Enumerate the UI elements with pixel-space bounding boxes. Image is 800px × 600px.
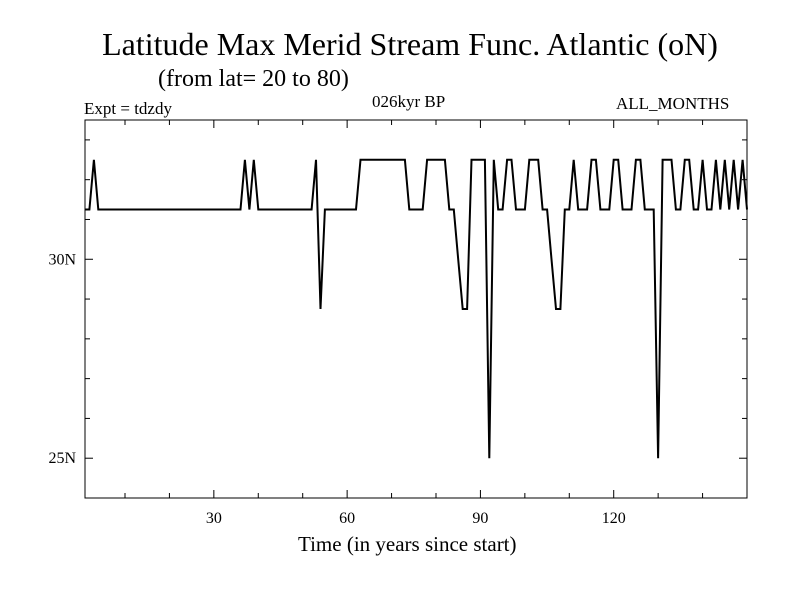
- y-tick-label: 25N: [48, 450, 76, 467]
- axes-group: 30 60 90 120 25N 30N: [48, 119, 748, 527]
- x-axis-label: Time (in years since start): [298, 532, 517, 556]
- series-line: [85, 158, 748, 459]
- x-tick-label: 120: [602, 510, 626, 527]
- era-label: 026kyr BP: [372, 92, 446, 111]
- plot-frame: [84, 119, 748, 499]
- x-tick-label: 90: [472, 510, 488, 527]
- y-tick-label: 30N: [48, 251, 76, 268]
- x-tick-label: 30: [206, 510, 222, 527]
- months-label: ALL_MONTHS: [616, 94, 730, 113]
- experiment-label: Expt = tdzdy: [84, 99, 172, 118]
- chart-subtitle: (from lat= 20 to 80): [158, 66, 349, 92]
- chart-title: Latitude Max Merid Stream Func. Atlantic…: [102, 26, 718, 62]
- series-group: [85, 158, 748, 459]
- x-tick-label: 60: [339, 510, 355, 527]
